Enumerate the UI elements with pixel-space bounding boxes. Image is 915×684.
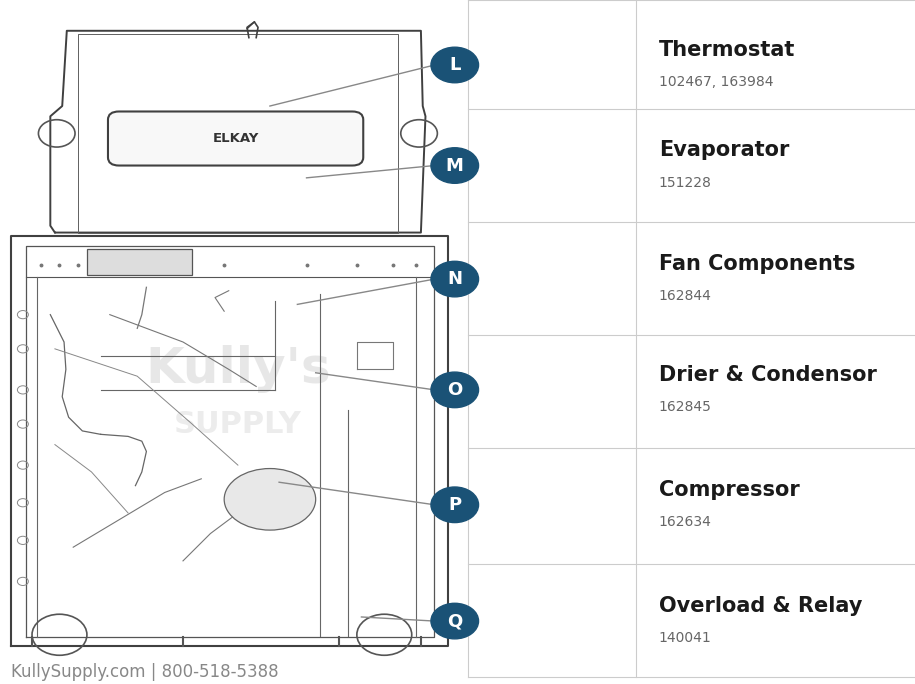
Text: M: M xyxy=(446,157,464,174)
Text: 162634: 162634 xyxy=(659,515,712,529)
Text: 162845: 162845 xyxy=(659,400,712,414)
Ellipse shape xyxy=(224,469,316,530)
Text: 140041: 140041 xyxy=(659,631,712,645)
Text: P: P xyxy=(448,496,461,514)
Text: N: N xyxy=(447,270,462,288)
Text: Compressor: Compressor xyxy=(659,479,800,500)
Text: Evaporator: Evaporator xyxy=(659,140,789,161)
Circle shape xyxy=(431,261,479,297)
Circle shape xyxy=(431,148,479,183)
FancyBboxPatch shape xyxy=(87,249,192,275)
Text: 151228: 151228 xyxy=(659,176,712,189)
Text: Fan Components: Fan Components xyxy=(659,254,856,274)
Text: Kully's: Kully's xyxy=(145,345,330,393)
Text: Overload & Relay: Overload & Relay xyxy=(659,596,862,616)
Text: L: L xyxy=(449,56,460,74)
Text: KullySupply.com | 800-518-5388: KullySupply.com | 800-518-5388 xyxy=(11,663,278,681)
FancyBboxPatch shape xyxy=(108,111,363,166)
Text: Q: Q xyxy=(447,612,462,630)
Text: SUPPLY: SUPPLY xyxy=(174,410,302,438)
Text: Drier & Condensor: Drier & Condensor xyxy=(659,365,877,385)
Text: O: O xyxy=(447,381,462,399)
Text: 162844: 162844 xyxy=(659,289,712,303)
Text: 102467, 163984: 102467, 163984 xyxy=(659,75,773,89)
Text: Thermostat: Thermostat xyxy=(659,40,795,60)
Circle shape xyxy=(431,603,479,639)
Circle shape xyxy=(431,487,479,523)
Circle shape xyxy=(431,47,479,83)
Text: ELKAY: ELKAY xyxy=(213,132,259,146)
Circle shape xyxy=(431,372,479,408)
